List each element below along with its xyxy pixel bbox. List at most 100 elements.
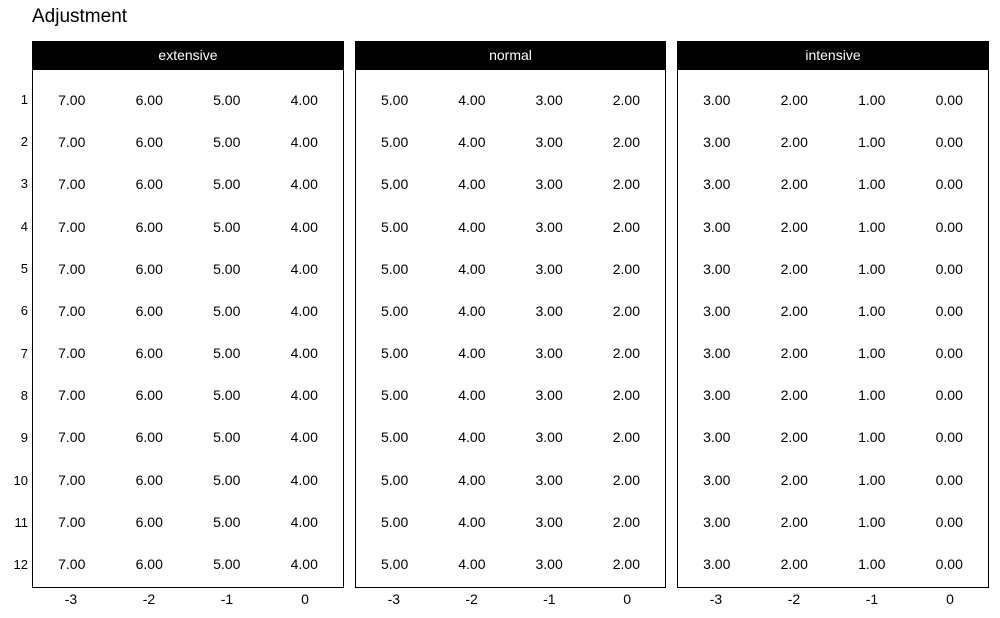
- value-cell: 3.00: [703, 429, 731, 446]
- value-cell: 0.00: [935, 387, 963, 404]
- x-tick-label: -3: [387, 591, 401, 607]
- value-cell: 5.00: [381, 513, 409, 530]
- value-cell: 2.00: [612, 218, 640, 235]
- value-cell: 6.00: [135, 134, 163, 151]
- x-tick-label: -2: [787, 591, 801, 607]
- value-cell: 7.00: [58, 260, 86, 277]
- value-cell: 4.00: [458, 134, 486, 151]
- value-cell: 1.00: [858, 134, 886, 151]
- value-cell: 6.00: [135, 176, 163, 193]
- value-cell: 5.00: [381, 555, 409, 572]
- value-cell: 3.00: [535, 345, 563, 362]
- value-cell: 5.00: [381, 176, 409, 193]
- value-cell: 1.00: [858, 387, 886, 404]
- value-cell: 5.00: [381, 471, 409, 488]
- figure-title: Adjustment: [32, 6, 128, 27]
- value-cell: 2.00: [612, 387, 640, 404]
- value-cell: 6.00: [135, 555, 163, 572]
- panel-extensive: extensive 7.00 6.00 5.00 4.00 7.00 6.00 5.00 4.0…: [32, 41, 344, 607]
- value-cell: 2.00: [780, 134, 808, 151]
- value-cell: 3.00: [703, 134, 731, 151]
- value-cell: 2.00: [780, 92, 808, 109]
- panel-title: intensive: [677, 41, 989, 69]
- value-cell: 6.00: [135, 345, 163, 362]
- value-cell: 7.00: [58, 134, 86, 151]
- value-cell: 5.00: [213, 260, 241, 277]
- value-cell: 6.00: [135, 429, 163, 446]
- value-cell: 2.00: [780, 513, 808, 530]
- x-tick-label: -1: [865, 591, 879, 607]
- x-axis: -3 -2 -1 0: [32, 591, 344, 607]
- value-cell: 4.00: [290, 134, 318, 151]
- value-cell: 4.00: [290, 260, 318, 277]
- x-tick-label: -3: [709, 591, 723, 607]
- value-cell: 2.00: [780, 555, 808, 572]
- value-cell: 4.00: [290, 387, 318, 404]
- value-cell: 1.00: [858, 345, 886, 362]
- value-cell: 1.00: [858, 218, 886, 235]
- x-tick-label: 0: [301, 591, 309, 607]
- value-cell: 5.00: [213, 302, 241, 319]
- row-tick-label: 4: [20, 218, 28, 234]
- value-cell: 5.00: [213, 176, 241, 193]
- value-cell: 6.00: [135, 218, 163, 235]
- value-cell: 5.00: [381, 134, 409, 151]
- value-cell: 6.00: [135, 471, 163, 488]
- value-cell: 2.00: [612, 176, 640, 193]
- value-cell: 4.00: [290, 513, 318, 530]
- panel-grid: 3.00 2.00 1.00 0.00 3.00 2.00 1.00 0.00 3.00 2.00…: [677, 69, 989, 588]
- value-cell: 4.00: [458, 345, 486, 362]
- x-tick-label: -2: [142, 591, 156, 607]
- value-cell: 4.00: [290, 429, 318, 446]
- panel-grid: 5.00 4.00 3.00 2.00 5.00 4.00 3.00 2.00 5.00 4.00…: [355, 69, 666, 588]
- value-cell: 0.00: [935, 134, 963, 151]
- panel-title: normal: [355, 41, 666, 69]
- value-cell: 6.00: [135, 92, 163, 109]
- value-cell: 7.00: [58, 302, 86, 319]
- value-cell: 2.00: [780, 302, 808, 319]
- value-cell: 4.00: [290, 176, 318, 193]
- value-cell: 7.00: [58, 471, 86, 488]
- value-cell: 2.00: [780, 176, 808, 193]
- value-cell: 2.00: [612, 92, 640, 109]
- value-cell: 5.00: [213, 218, 241, 235]
- row-tick-label: 3: [20, 176, 28, 192]
- value-cell: 0.00: [935, 302, 963, 319]
- value-cell: 3.00: [535, 134, 563, 151]
- value-cell: 2.00: [780, 345, 808, 362]
- value-cell: 3.00: [535, 218, 563, 235]
- value-cell: 3.00: [703, 555, 731, 572]
- value-cell: 2.00: [612, 471, 640, 488]
- value-cell: 7.00: [58, 218, 86, 235]
- panel-normal: normal 5.00 4.00 3.00 2.00 5.00 4.00 3.00 2.00 5.…: [355, 41, 666, 607]
- x-tick-label: -3: [64, 591, 78, 607]
- value-cell: 7.00: [58, 387, 86, 404]
- value-cell: 5.00: [213, 429, 241, 446]
- value-cell: 5.00: [213, 555, 241, 572]
- value-cell: 5.00: [213, 92, 241, 109]
- value-cell: 1.00: [858, 92, 886, 109]
- value-cell: 2.00: [612, 555, 640, 572]
- value-cell: 5.00: [381, 345, 409, 362]
- value-cell: 0.00: [935, 345, 963, 362]
- value-cell: 3.00: [703, 345, 731, 362]
- row-axis-labels: 1 2 3 4 5 6 7 8 9 10 11 12: [0, 69, 28, 588]
- row-tick-label: 11: [14, 514, 29, 530]
- value-cell: 2.00: [612, 302, 640, 319]
- value-cell: 5.00: [213, 134, 241, 151]
- value-cell: 3.00: [535, 429, 563, 446]
- x-tick-label: -1: [543, 591, 556, 607]
- value-cell: 1.00: [858, 260, 886, 277]
- value-cell: 5.00: [213, 471, 241, 488]
- value-cell: 2.00: [780, 260, 808, 277]
- value-cell: 4.00: [458, 429, 486, 446]
- value-cell: 4.00: [458, 555, 486, 572]
- value-cell: 1.00: [858, 302, 886, 319]
- x-axis: -3 -2 -1 0: [355, 591, 666, 607]
- row-tick-label: 1: [20, 91, 28, 107]
- row-tick-label: 2: [20, 133, 28, 149]
- value-cell: 4.00: [458, 176, 486, 193]
- row-tick-label: 9: [20, 430, 28, 446]
- value-cell: 2.00: [780, 218, 808, 235]
